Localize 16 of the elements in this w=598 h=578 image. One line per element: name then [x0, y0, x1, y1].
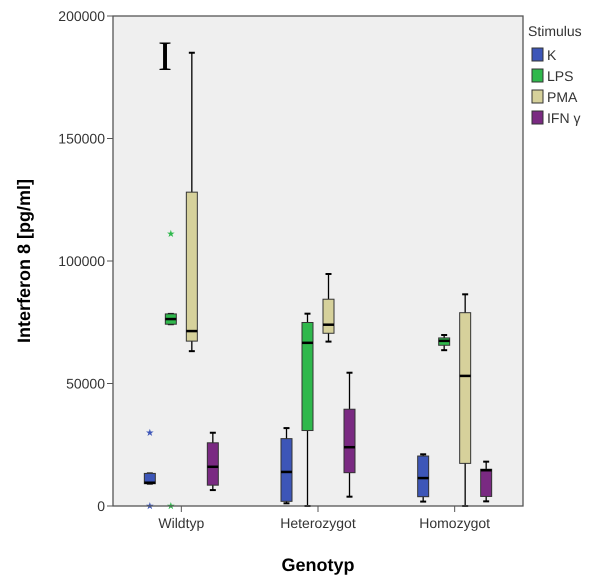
y-axis-title: Interferon 8 [pg/ml] — [14, 178, 34, 344]
y-tick-label: 200000 — [58, 8, 106, 24]
legend-title: Stimulus — [528, 23, 582, 39]
legend-label: LPS — [547, 68, 574, 84]
x-tick-label: Wildtyp — [158, 515, 204, 531]
x-tick-label: Heterozygot — [280, 515, 356, 531]
y-tick-label: 50000 — [66, 376, 106, 392]
x-axis-title: Genotyp — [281, 555, 355, 575]
legend-label: K — [547, 47, 557, 63]
y-tick-label: 0 — [97, 498, 106, 514]
y-tick-label: 100000 — [58, 253, 106, 269]
legend-label: IFN γ — [547, 110, 580, 126]
annotation: I — [158, 34, 172, 80]
legend-label: PMA — [547, 89, 578, 105]
y-tick-label: 150000 — [58, 130, 106, 146]
x-tick-label: Homozygot — [419, 515, 490, 531]
